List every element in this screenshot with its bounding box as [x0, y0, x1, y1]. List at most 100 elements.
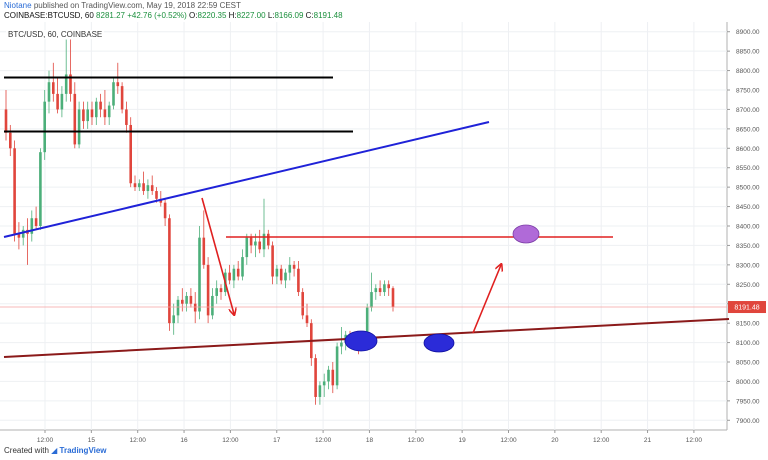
candle	[292, 260, 296, 277]
price-axis[interactable]: 7900.00 7950.00 8000.00 8050.00 8100.00 8150.…	[727, 29, 766, 425]
candle	[383, 280, 386, 296]
purple-target-ellipse	[512, 224, 540, 244]
candle-body	[138, 183, 141, 188]
candle-body	[241, 257, 244, 277]
candle	[168, 214, 171, 331]
candle	[95, 97, 98, 125]
candle	[43, 90, 46, 160]
candle-body	[17, 233, 21, 238]
candle-body	[383, 284, 386, 293]
y-tick-label: 8000.00	[736, 379, 760, 386]
y-tick-label: 8250.00	[736, 282, 760, 289]
candle	[4, 90, 8, 141]
candle-body	[39, 152, 42, 226]
candle	[142, 171, 145, 195]
candle-body	[4, 109, 8, 133]
candle	[305, 303, 309, 328]
candle	[90, 101, 94, 125]
candle-body	[142, 183, 145, 192]
grid	[0, 22, 728, 431]
candle	[150, 175, 154, 195]
candle	[245, 233, 249, 265]
candle	[236, 260, 240, 281]
up-arrow	[472, 265, 501, 334]
candle-body	[168, 218, 171, 324]
candlestick-chart[interactable]: 7900.00 7950.00 8000.00 8050.00 8100.00 8150.…	[0, 22, 768, 444]
candle-body	[206, 264, 210, 316]
candle	[297, 260, 300, 296]
candle	[198, 226, 201, 320]
candle	[26, 218, 29, 265]
y-tick-label: 8400.00	[736, 224, 760, 231]
y-tick-label: 7900.00	[736, 418, 760, 425]
candle-body	[198, 237, 201, 312]
candle	[163, 198, 167, 226]
y-tick-label: 8450.00	[736, 204, 760, 211]
candle-body	[82, 109, 85, 122]
candle	[181, 288, 184, 312]
candle	[193, 292, 197, 324]
candle-body	[335, 346, 339, 386]
candle	[185, 292, 188, 312]
candle	[267, 229, 270, 250]
x-tick-label: 18	[366, 437, 374, 444]
candle-body	[107, 105, 111, 118]
low-value: 8166.09	[274, 11, 304, 20]
candle	[112, 78, 115, 110]
tradingview-brand[interactable]: TradingView	[59, 446, 107, 455]
candle	[310, 319, 313, 366]
candle	[378, 280, 382, 296]
candle-body	[133, 183, 137, 188]
symbol-label: COINBASE:BTCUSD, 60	[4, 11, 94, 20]
candle-body	[150, 185, 154, 192]
candle-body	[69, 74, 72, 94]
candle	[133, 175, 137, 192]
chart-legend: BTC/USD, 60, COINBASE	[6, 30, 105, 39]
candle-body	[271, 245, 274, 277]
candle	[82, 101, 85, 129]
candle	[322, 373, 326, 397]
candle	[241, 249, 244, 281]
candle-body	[73, 93, 77, 145]
candle-body	[21, 229, 25, 238]
candle	[52, 62, 55, 102]
x-tick-label: 12:00	[130, 437, 147, 444]
candle-body	[322, 381, 326, 386]
candle-body	[193, 303, 197, 312]
candle	[206, 257, 210, 324]
y-tick-label: 8050.00	[736, 360, 760, 367]
candle-body	[155, 191, 158, 199]
candle-body	[9, 132, 12, 149]
x-tick-label: 21	[644, 437, 652, 444]
candle-body	[387, 284, 390, 289]
candle-body	[185, 295, 188, 304]
candle-body	[254, 241, 257, 246]
x-tick-label: 12:00	[593, 437, 610, 444]
candle-body	[120, 86, 124, 110]
author-link[interactable]: Niotane	[4, 1, 32, 10]
candle	[387, 280, 390, 296]
blue-support-ellipse-right	[423, 333, 455, 353]
candle	[275, 264, 279, 285]
candle	[318, 381, 322, 405]
candle-body	[249, 237, 253, 246]
y-tick-label: 8650.00	[736, 126, 760, 133]
candle-body	[172, 315, 175, 324]
candle-body	[365, 307, 369, 335]
candle-body	[176, 299, 180, 316]
candle-body	[258, 241, 261, 250]
time-axis[interactable]: 12:00 15 12:00 16 12:00 17 12:00 18 12:00 19 12:00…	[37, 430, 703, 444]
candle-body	[99, 101, 102, 110]
candle-body	[60, 93, 64, 110]
candle-body	[318, 385, 322, 397]
candle-body	[228, 272, 231, 281]
candle	[17, 222, 21, 250]
x-tick-label: 12:00	[500, 437, 517, 444]
x-tick-label: 16	[180, 437, 188, 444]
candle	[391, 286, 395, 312]
candle	[331, 362, 335, 394]
candle-body	[146, 185, 150, 192]
candle-body	[77, 109, 81, 145]
candle-body	[370, 292, 373, 308]
candle	[125, 101, 128, 133]
